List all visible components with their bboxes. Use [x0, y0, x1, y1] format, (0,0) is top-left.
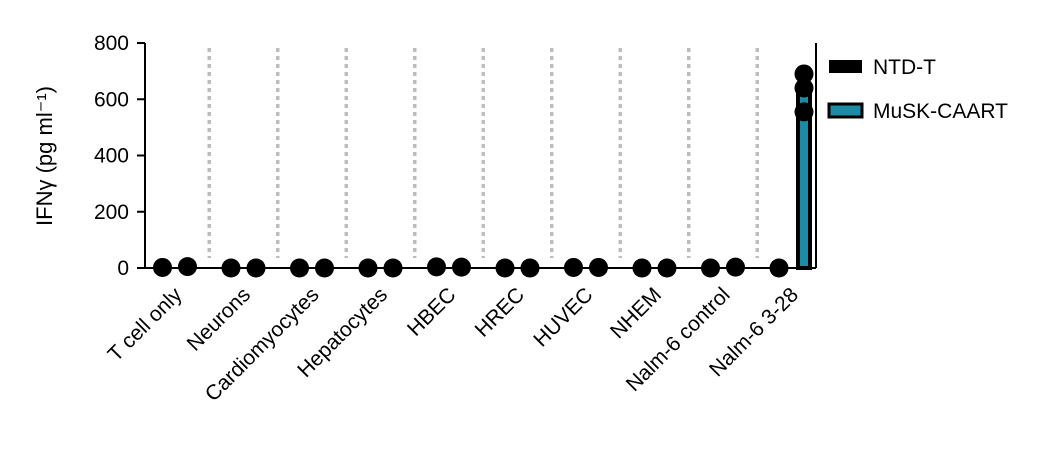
- x-tick-label-hrec: HREC: [471, 283, 529, 341]
- point-musk-caart-t-cell-only: [178, 257, 197, 277]
- point-ntd-t-hbec: [427, 257, 446, 277]
- legend-swatch-ntd-t: [829, 60, 862, 73]
- legend-label-ntd-t: NTD-T: [873, 56, 936, 79]
- y-tick-label: 400: [94, 145, 129, 168]
- axes: [144, 43, 817, 269]
- x-tick-label-t-cell-only: T cell only: [104, 283, 187, 366]
- x-tick-labels: T cell onlyNeuronsCardiomyocytesHepatocy…: [104, 283, 803, 406]
- legend-swatch-musk-caart: [827, 102, 864, 119]
- y-axis-label: IFNγ (pg ml⁻¹): [32, 86, 57, 226]
- point-musk-caart-nalm-6-3-28: [794, 64, 814, 84]
- point-musk-caart-nalm-6-3-28: [794, 78, 814, 98]
- x-tick-label-huvec: HUVEC: [529, 283, 597, 351]
- y-tick-label: 800: [94, 32, 129, 55]
- legend-label-musk-caart: MuSK-CAART: [873, 100, 1008, 123]
- x-tick-label-nhem: NHEM: [606, 283, 666, 343]
- y-tick-label: 600: [94, 88, 129, 111]
- x-tick-label-hbec: HBEC: [403, 283, 461, 341]
- category-separators: [207, 48, 759, 258]
- y-ticks: 0 200 400 600 800: [94, 32, 145, 280]
- point-musk-caart-nalm-6-3-28: [794, 102, 814, 122]
- y-tick-label: 200: [94, 201, 129, 224]
- legend: NTD-T MuSK-CAART: [827, 56, 1008, 123]
- y-tick-label: 0: [117, 257, 129, 280]
- x-tick-label-neurons: Neurons: [183, 283, 255, 355]
